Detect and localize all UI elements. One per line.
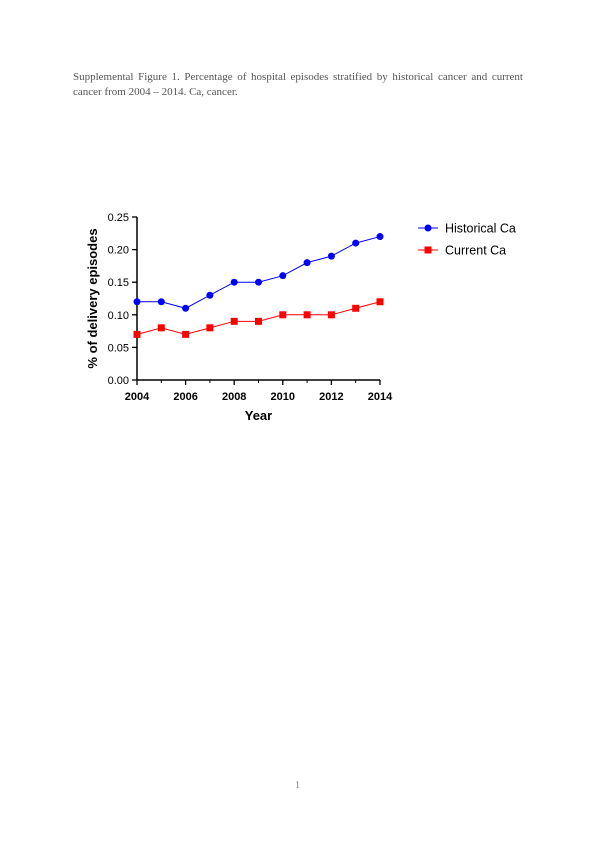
data-point-current	[133, 330, 141, 338]
data-point-current	[230, 317, 238, 325]
y-tick-label: 0.15	[108, 277, 129, 289]
x-axis-label: Year	[245, 408, 272, 423]
data-point-historical	[133, 298, 141, 306]
page-number: 1	[295, 780, 300, 791]
data-point-historical	[255, 278, 262, 286]
data-point-historical	[279, 272, 287, 280]
x-tick-label: 2012	[319, 391, 343, 403]
data-point-historical	[303, 259, 311, 267]
x-tick-label: 2014	[368, 391, 393, 403]
x-tick-label: 2004	[125, 391, 150, 403]
data-point-current	[279, 311, 287, 319]
legend-label: Current Ca	[445, 244, 506, 258]
y-axis-label: % of delivery episodes	[85, 228, 100, 368]
legend-label: Historical Ca	[445, 222, 516, 236]
x-tick-label: 2008	[222, 391, 246, 403]
data-point-current	[255, 317, 262, 325]
data-point-current	[376, 298, 384, 306]
data-point-historical	[206, 291, 214, 299]
x-tick-label: 2010	[271, 391, 295, 403]
data-point-current	[327, 311, 335, 319]
data-point-historical	[182, 304, 190, 312]
y-tick-label: 0.05	[108, 342, 129, 354]
data-point-current	[157, 324, 165, 332]
figure-caption: Supplemental Figure 1. Percentage of hos…	[73, 71, 523, 98]
data-point-historical	[376, 233, 384, 241]
y-tick-label: 0.10	[108, 310, 129, 322]
data-point-current	[182, 330, 190, 338]
legend-marker	[424, 246, 432, 254]
series-line	[137, 236, 381, 309]
data-point-historical	[327, 252, 335, 260]
legend-marker	[424, 224, 432, 232]
y-tick-label: 0.00	[108, 375, 129, 387]
data-point-current	[303, 311, 311, 319]
data-point-historical	[230, 278, 238, 286]
data-point-historical	[157, 298, 165, 306]
y-tick-label: 0.25	[108, 212, 129, 224]
data-point-current	[206, 324, 214, 332]
x-tick-label: 2006	[173, 391, 197, 403]
data-point-historical	[352, 239, 360, 247]
data-point-current	[352, 304, 360, 312]
y-tick-label: 0.20	[108, 245, 129, 257]
